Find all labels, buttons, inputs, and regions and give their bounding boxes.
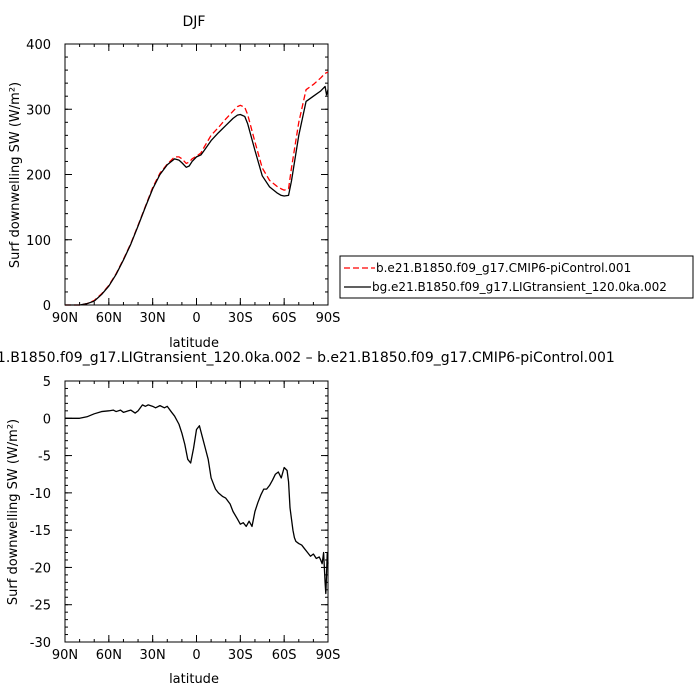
x-tick-label: 60N	[96, 648, 122, 663]
x-tick-label: 60S	[272, 648, 297, 663]
panel-title-top: DJF	[183, 14, 206, 30]
panel-top: DJF 90N 60N 30N 0 30S 60S 90S 0 100 200 300 400 lat…	[8, 14, 340, 351]
x-tick-label: 90N	[52, 648, 78, 663]
x-tick-label: 60S	[272, 311, 297, 326]
legend-box	[339, 255, 694, 299]
series-group-bottom	[65, 404, 329, 595]
x-tick-label: 90N	[52, 311, 78, 326]
panel-title-bottom: bg.e21.B1850.f09_g17.LIGtransient_120.0k…	[0, 350, 615, 366]
x-tick-label: 30N	[140, 311, 166, 326]
plot-frame-top	[64, 43, 329, 306]
y-tick-label: 300	[26, 103, 51, 118]
x-tick-label: 30N	[140, 648, 166, 663]
x-tick-label: 0	[192, 648, 200, 663]
x-tick-label: 30S	[228, 648, 253, 663]
series-line-0-1	[65, 85, 329, 306]
legend-label-ligtransient: bg.e21.B1850.f09_g17.LIGtransient_120.0k…	[372, 280, 667, 294]
panel-bottom: bg.e21.B1850.f09_g17.LIGtransient_120.0k…	[0, 350, 615, 687]
x-tick-label: 60N	[96, 311, 122, 326]
y-tick-label: 5	[43, 375, 51, 390]
y-tick-label: -20	[30, 561, 51, 576]
y-tick-label: 0	[43, 299, 51, 314]
legend: b.e21.B1850.f09_g17.CMIP6-piControl.001 …	[339, 255, 694, 299]
legend-label-control: b.e21.B1850.f09_g17.CMIP6-piControl.001	[376, 261, 631, 275]
x-axis-label-bottom: latitude	[169, 672, 219, 687]
y-tick-label: 200	[26, 169, 51, 184]
x-tick-label: 0	[192, 311, 200, 326]
y-tick-label: 400	[26, 38, 51, 53]
y-axis-label-top: Surf downwelling SW (W/m²)	[8, 82, 23, 268]
x-tick-label: 30S	[228, 311, 253, 326]
y-axis-label-bottom: Surf downwelling SW (W/m²)	[6, 419, 21, 605]
x-axis-label-top: latitude	[169, 336, 219, 351]
plot-frame-bottom	[64, 380, 329, 643]
x-tick-label: 90S	[316, 311, 341, 326]
axis-ticks-top: 90N 60N 30N 0 30S 60S 90S 0 100 200 300 400	[26, 38, 340, 326]
series-line-1-0	[65, 404, 329, 595]
y-tick-label: -30	[30, 636, 51, 651]
y-tick-label: -5	[38, 450, 51, 465]
series-group-top	[65, 71, 329, 306]
y-tick-label: -15	[30, 524, 51, 539]
y-tick-label: 0	[43, 412, 51, 427]
axis-ticks-bottom: 90N 60N 30N 0 30S 60S 90S 5 0 -5 -10 -15 -20 -25 -30	[30, 375, 341, 663]
y-tick-label: 100	[26, 234, 51, 249]
series-line-0-0	[65, 71, 329, 306]
y-tick-label: -25	[30, 599, 51, 614]
x-tick-label: 90S	[316, 648, 341, 663]
y-tick-label: -10	[30, 487, 51, 502]
